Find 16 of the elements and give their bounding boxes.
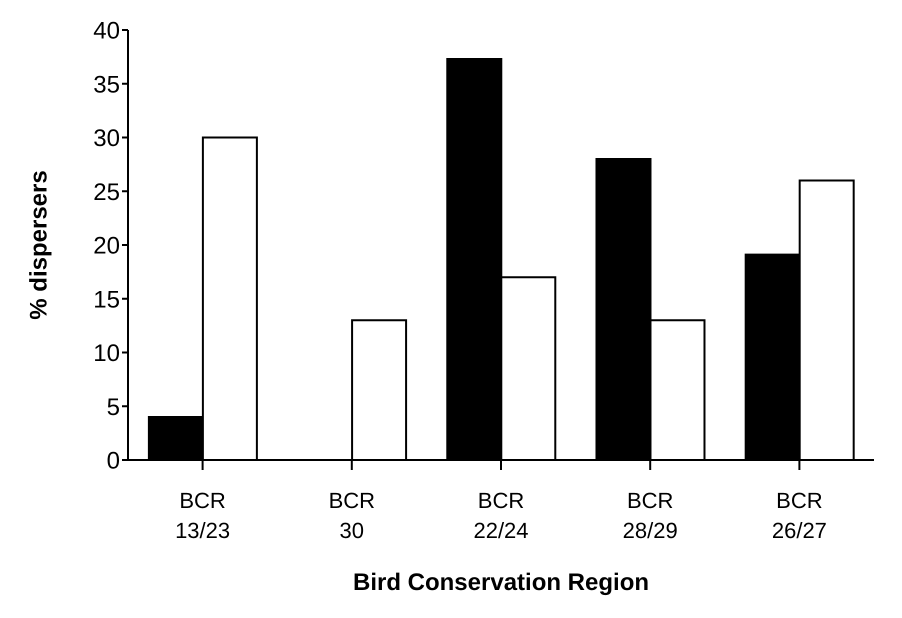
y-tick-label: 0 xyxy=(106,448,120,475)
y-tick-label: 5 xyxy=(106,394,120,421)
x-axis-title: Bird Conservation Region xyxy=(352,569,650,596)
x-tick-label: BCR 26/27 xyxy=(772,488,827,543)
x-tick-label: BCR 22/24 xyxy=(473,488,529,543)
y-tick-label: 30 xyxy=(93,125,120,152)
x-tick-label: BCR 28/29 xyxy=(622,488,678,543)
x-tick-label: BCR 30 xyxy=(328,488,376,543)
x-tick-label: BCR 13/23 xyxy=(175,488,230,543)
y-tick-label: 35 xyxy=(93,71,120,98)
y-tick-label: 10 xyxy=(93,340,120,368)
y-tick-label: 40 xyxy=(93,18,120,45)
y-tick-label: 25 xyxy=(93,178,120,206)
y-tick-label: 15 xyxy=(93,286,120,314)
y-axis-title: % dispersers xyxy=(26,170,53,320)
y-tick-label: 20 xyxy=(93,232,120,260)
